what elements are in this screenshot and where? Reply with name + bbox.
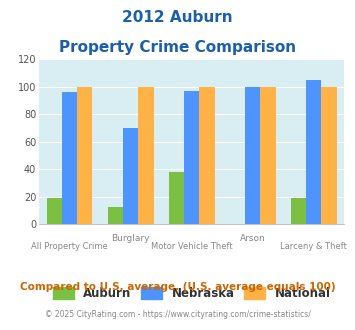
Text: Arson: Arson	[240, 234, 266, 243]
Text: Burglary: Burglary	[111, 234, 150, 243]
Bar	[108, 207, 123, 224]
Bar	[291, 198, 306, 224]
Bar	[306, 80, 322, 224]
Bar	[47, 198, 62, 224]
Bar	[261, 87, 275, 224]
Text: All Property Crime: All Property Crime	[31, 242, 108, 251]
Bar	[184, 91, 200, 224]
Legend: Auburn, Nebraska, National: Auburn, Nebraska, National	[48, 282, 335, 304]
Text: Compared to U.S. average. (U.S. average equals 100): Compared to U.S. average. (U.S. average …	[20, 282, 335, 292]
Text: 2012 Auburn: 2012 Auburn	[122, 10, 233, 25]
Bar	[138, 87, 153, 224]
Bar	[77, 87, 92, 224]
Bar	[123, 128, 138, 224]
Text: © 2025 CityRating.com - https://www.cityrating.com/crime-statistics/: © 2025 CityRating.com - https://www.city…	[45, 310, 310, 319]
Text: Larceny & Theft: Larceny & Theft	[280, 242, 347, 251]
Bar	[62, 92, 77, 224]
Text: Property Crime Comparison: Property Crime Comparison	[59, 40, 296, 54]
Text: Motor Vehicle Theft: Motor Vehicle Theft	[151, 242, 233, 251]
Bar	[200, 87, 214, 224]
Bar	[245, 87, 261, 224]
Bar	[169, 172, 184, 224]
Bar	[322, 87, 337, 224]
